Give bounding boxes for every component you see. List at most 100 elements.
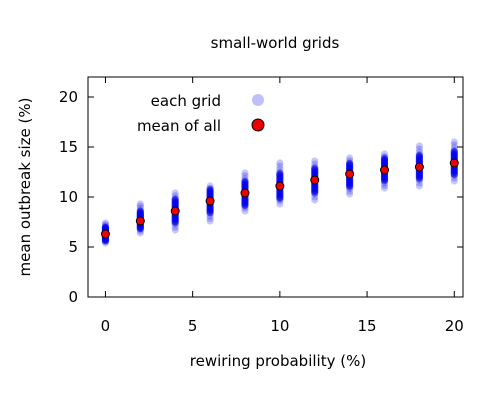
grid-point <box>415 169 423 178</box>
grid-point <box>206 207 214 215</box>
grid-point <box>346 159 354 168</box>
grid-point <box>171 192 179 200</box>
grid-point <box>136 209 144 218</box>
grid-point <box>380 155 389 163</box>
grid-point <box>380 158 389 166</box>
mean-point <box>345 169 355 179</box>
grid-point <box>415 171 423 179</box>
grid-point <box>276 191 284 199</box>
grid-point <box>380 175 389 183</box>
grid-point <box>206 182 214 190</box>
grid-point <box>136 224 144 232</box>
grid-point <box>171 223 179 231</box>
scatter-points <box>101 138 458 247</box>
y-tick-label: 15 <box>59 138 78 156</box>
chart-title: small-world grids <box>211 34 340 52</box>
grid-point <box>450 147 458 155</box>
grid-point <box>206 185 214 193</box>
grid-point <box>101 239 110 247</box>
grid-point <box>206 209 214 217</box>
grid-point <box>380 177 389 185</box>
grid-point <box>311 196 319 204</box>
grid-point <box>136 202 144 210</box>
grid-point <box>241 177 249 185</box>
grid-point <box>276 195 284 203</box>
grid-point <box>450 150 458 158</box>
grid-point <box>450 151 458 159</box>
grid-point <box>136 204 144 213</box>
grid-point <box>206 205 214 214</box>
grid-point <box>241 175 249 183</box>
grid-point <box>101 222 110 230</box>
grid-point <box>206 190 214 198</box>
grid-point <box>346 163 354 171</box>
grid-point <box>450 168 458 176</box>
grid-point <box>380 158 389 166</box>
grid-point <box>241 181 249 189</box>
grid-point <box>171 218 179 226</box>
grid-point <box>136 224 144 233</box>
mean-point <box>310 175 320 185</box>
grid-point <box>346 181 354 189</box>
grid-point <box>136 223 144 231</box>
grid-point <box>450 166 458 174</box>
grid-point <box>136 209 144 217</box>
grid-point <box>101 220 110 229</box>
grid-point <box>206 212 214 220</box>
grid-point <box>241 201 249 209</box>
grid-point <box>241 172 249 180</box>
y-tick-label: 0 <box>68 288 78 306</box>
grid-point <box>171 200 179 208</box>
grid-point <box>206 203 214 212</box>
grid-point <box>450 149 458 157</box>
grid-point <box>276 176 284 184</box>
mean-point <box>240 188 250 198</box>
grid-point <box>136 227 144 235</box>
grid-point <box>276 175 284 183</box>
grid-point <box>171 200 179 208</box>
grid-point <box>276 170 284 178</box>
grid-point <box>136 210 144 218</box>
grid-point <box>171 199 179 207</box>
grid-point <box>346 179 354 187</box>
grid-point <box>171 216 179 224</box>
grid-point <box>415 151 423 159</box>
grid-point <box>415 148 423 156</box>
grid-point <box>346 190 354 198</box>
grid-point <box>171 215 179 223</box>
grid-point <box>171 215 179 223</box>
grid-point <box>136 207 144 215</box>
grid-point <box>206 188 214 197</box>
grid-point <box>241 200 249 209</box>
grid-point <box>415 154 423 162</box>
grid-point <box>241 195 249 204</box>
grid-point <box>311 185 319 193</box>
grid-point <box>311 166 319 174</box>
grid-point <box>276 192 284 200</box>
grid-point <box>206 190 214 198</box>
legend-marker-mean-of-all <box>251 118 265 132</box>
grid-point <box>380 153 389 161</box>
grid-point <box>311 160 319 168</box>
grid-point <box>311 163 319 171</box>
grid-point <box>101 223 110 231</box>
grid-point <box>311 166 319 174</box>
grid-point <box>101 223 110 231</box>
grid-point <box>450 174 458 182</box>
grid-point <box>171 213 179 222</box>
grid-point <box>311 189 319 197</box>
grid-point <box>311 185 319 194</box>
grid-point <box>346 183 354 191</box>
grid-point <box>311 170 319 178</box>
grid-point <box>311 193 319 201</box>
grid-point <box>241 196 249 204</box>
grid-point <box>380 172 389 180</box>
grid-point <box>101 236 110 244</box>
grid-point <box>206 185 214 193</box>
grid-point <box>346 180 354 188</box>
grid-point <box>311 169 319 177</box>
grid-point <box>241 183 249 191</box>
grid-point <box>206 214 214 222</box>
y-axis-label: mean outbreak size (%) <box>16 98 34 277</box>
grid-point <box>311 165 319 174</box>
